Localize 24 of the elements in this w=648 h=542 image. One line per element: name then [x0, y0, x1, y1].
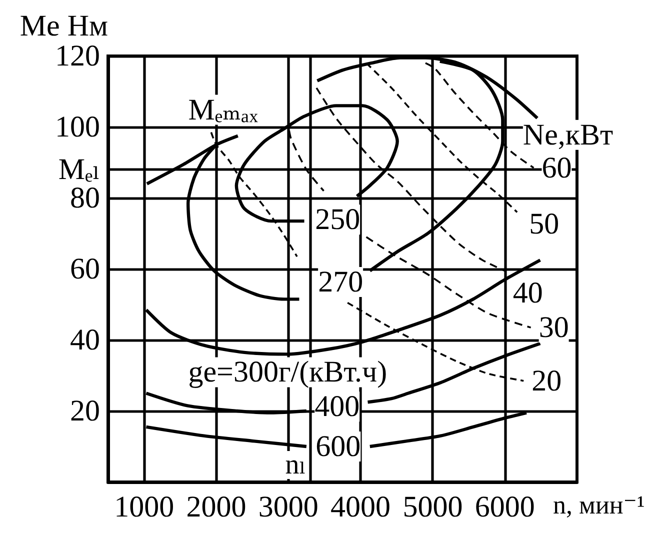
series-label: 20	[532, 364, 562, 398]
series-label: 270	[318, 265, 364, 298]
x-tick-label: 2000	[186, 490, 246, 524]
series-label: ge=300г/(кВт.ч)	[188, 356, 388, 389]
annotation: Mₑₘₐₓ	[188, 93, 258, 126]
x-axis-title: n, мин⁻¹	[553, 490, 645, 520]
x-tick-label: 6000	[474, 490, 535, 524]
x-tick-label: 4000	[330, 490, 391, 524]
series-label: 400	[314, 390, 360, 424]
series-label: 50	[529, 208, 560, 241]
series-label: 250	[315, 203, 360, 236]
x-tick-label: 1000	[114, 490, 174, 524]
y-tick-label: 20	[70, 394, 100, 428]
y-tick-label: 40	[70, 324, 100, 356]
y-tick-label: 100	[55, 110, 100, 144]
ref-line-label: nₗ	[285, 450, 306, 480]
series-label: 40	[512, 276, 543, 310]
y-tick-label: 60	[70, 252, 100, 286]
x-tick-label: 5000	[402, 490, 463, 524]
annotation: Ne,кВт	[522, 118, 614, 152]
series-label: 600	[316, 430, 361, 463]
series-label: 60	[542, 151, 572, 184]
series-label: 30	[538, 311, 569, 344]
x-tick-label: 3000	[258, 490, 318, 524]
